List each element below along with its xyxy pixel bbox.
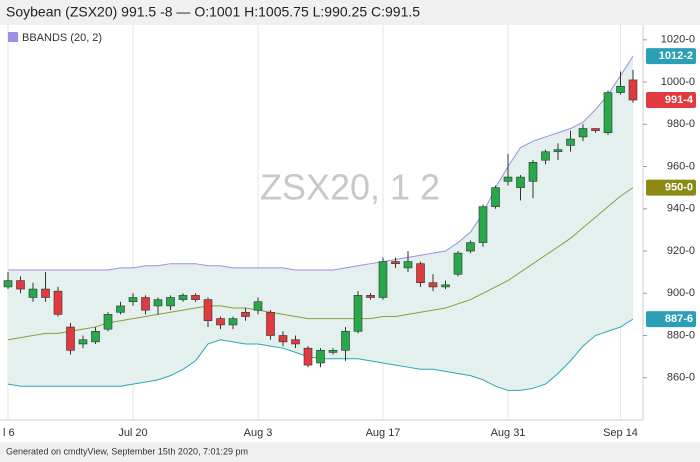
legend-swatch bbox=[8, 32, 18, 42]
candle-body bbox=[203, 299, 213, 322]
candle-body bbox=[141, 297, 150, 311]
price-badge-label: 887-6 bbox=[665, 313, 693, 325]
watermark: ZSX20, 1 2 bbox=[260, 167, 440, 208]
y-tick-label: 1020-0 bbox=[661, 34, 695, 46]
candle-body bbox=[466, 242, 475, 252]
x-tick-label: Jul 20 bbox=[118, 427, 147, 439]
x-tick-label: l 6 bbox=[3, 427, 15, 439]
candle-body bbox=[303, 347, 313, 366]
candle-body bbox=[378, 261, 388, 298]
candle-body bbox=[616, 85, 625, 93]
y-tick-label: 880-0 bbox=[667, 329, 695, 341]
candle-body bbox=[41, 288, 50, 298]
candle-body bbox=[478, 206, 488, 243]
y-tick-label: 1000-0 bbox=[661, 76, 695, 88]
candle-body bbox=[403, 261, 413, 269]
header-bar bbox=[0, 0, 700, 25]
candle-body bbox=[153, 299, 163, 307]
candle-body bbox=[78, 339, 88, 345]
candle-body bbox=[628, 79, 638, 101]
candle-body bbox=[553, 149, 563, 153]
y-tick-label: 980-0 bbox=[667, 118, 695, 130]
candle-body bbox=[366, 295, 375, 298]
price-badge-label: 1012-2 bbox=[659, 50, 693, 62]
candle-body bbox=[66, 326, 75, 351]
candle-body bbox=[353, 295, 363, 332]
candle-body bbox=[178, 295, 188, 300]
y-tick-label: 960-0 bbox=[667, 160, 695, 172]
price-badge bbox=[646, 311, 696, 328]
candle-body bbox=[103, 314, 113, 330]
footer-bar bbox=[0, 442, 700, 462]
x-tick-label: Aug 3 bbox=[244, 427, 273, 439]
candle-body bbox=[228, 318, 238, 326]
price-badge bbox=[646, 48, 696, 65]
candle-body bbox=[591, 128, 600, 131]
y-tick-label: 920-0 bbox=[667, 245, 695, 257]
candle-body bbox=[253, 301, 263, 311]
x-tick-label: Aug 31 bbox=[491, 427, 526, 439]
candle-body bbox=[328, 349, 338, 353]
y-tick-label: 940-0 bbox=[667, 203, 695, 215]
price-badge-label: 950-0 bbox=[665, 182, 693, 194]
candle-body bbox=[53, 290, 63, 315]
candle-body bbox=[491, 187, 500, 207]
price-badge bbox=[646, 91, 696, 108]
candle-body bbox=[91, 330, 100, 343]
candle-body bbox=[503, 176, 513, 182]
candle-body bbox=[453, 252, 463, 275]
candle-body bbox=[216, 318, 225, 326]
x-tick-label: Sep 14 bbox=[603, 427, 638, 439]
candle-body bbox=[603, 92, 613, 134]
y-tick-label: 860-0 bbox=[667, 372, 695, 384]
candle-body bbox=[316, 349, 325, 364]
candle-body bbox=[266, 311, 275, 336]
candle-body bbox=[391, 261, 400, 264]
candle-body bbox=[166, 297, 175, 307]
candle-body bbox=[241, 311, 250, 317]
candle-body bbox=[341, 330, 350, 351]
candle-body bbox=[578, 128, 588, 138]
candle-body bbox=[3, 280, 13, 288]
candle-body bbox=[528, 161, 538, 182]
candle-body bbox=[191, 295, 200, 300]
candle-body bbox=[516, 176, 525, 188]
band-area bbox=[8, 56, 633, 391]
x-tick-label: Aug 17 bbox=[366, 427, 401, 439]
candle-body bbox=[541, 151, 550, 161]
price-badge bbox=[646, 179, 696, 196]
candle-body bbox=[116, 305, 125, 313]
candle-body bbox=[441, 284, 450, 288]
candle-body bbox=[128, 297, 138, 303]
candle-body bbox=[28, 288, 38, 298]
band-line bbox=[8, 55, 634, 271]
candle-body bbox=[428, 282, 438, 288]
price-badge-label: 991-4 bbox=[665, 94, 694, 106]
candle-body bbox=[566, 138, 575, 146]
y-tick-label: 900-0 bbox=[667, 287, 695, 299]
legend-label: BBANDS (20, 2) bbox=[22, 32, 102, 44]
candle-body bbox=[278, 335, 288, 343]
chart-title: Soybean (ZSX20) 991.5 -8 — O:1001 H:1005… bbox=[6, 4, 420, 20]
candle-body bbox=[416, 263, 425, 284]
candle-body bbox=[16, 280, 25, 290]
footer: Generated on cmdtyView, September 15th 2… bbox=[6, 446, 248, 456]
candle-body bbox=[291, 339, 300, 345]
